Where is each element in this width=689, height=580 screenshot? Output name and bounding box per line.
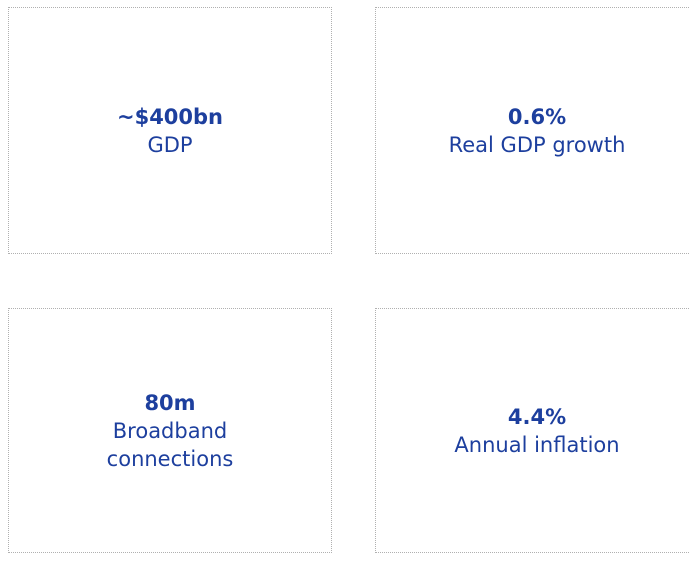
card-value: 0.6% xyxy=(507,104,567,129)
card-label: Annual inflation xyxy=(454,432,620,457)
card: 0.6% Real GDP growth xyxy=(375,7,689,254)
card-label: Broadband connections xyxy=(106,418,234,471)
card: ~$400bn GDP xyxy=(8,7,332,254)
card-label: GDP xyxy=(147,132,193,157)
card-value: 80m xyxy=(144,390,196,415)
card-value: ~$400bn xyxy=(116,104,224,129)
card: 4.4% Annual inflation xyxy=(375,308,689,553)
card-label: Real GDP growth xyxy=(448,132,626,157)
card: 80m Broadband connections xyxy=(8,308,332,553)
card-value: 4.4% xyxy=(507,404,567,429)
